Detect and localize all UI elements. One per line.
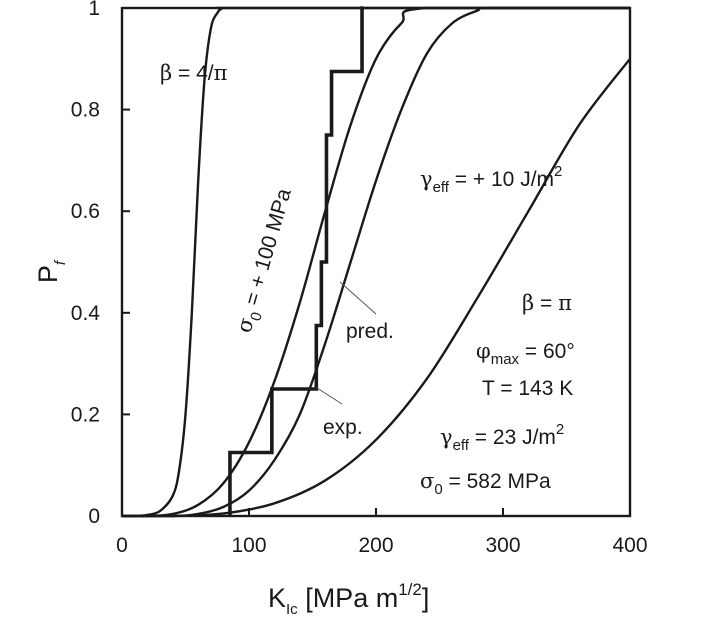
y-tick-label: 0.6 xyxy=(71,200,100,223)
pred-label: pred. xyxy=(346,320,394,343)
x-tick-label: 100 xyxy=(231,534,266,557)
x-tick-label: 400 xyxy=(612,534,647,557)
x-tick-label: 300 xyxy=(485,534,520,557)
pred-leader-line xyxy=(339,281,377,315)
param-sigma0: σ0 = 582 MPa xyxy=(420,469,551,498)
param-gamma-eff: γeff = 23 J/m2 xyxy=(440,421,564,454)
series-sigma0-plus-100 xyxy=(121,6,630,518)
y-tick-label: 1 xyxy=(88,0,100,20)
exp-leader-line xyxy=(316,387,343,405)
sigma-curve-label: σ0 = + 100 MPa xyxy=(232,185,301,336)
exp-label: exp. xyxy=(323,416,363,439)
param-temperature: T = 143 K xyxy=(482,377,573,400)
series-experimental xyxy=(228,6,364,516)
beta-curve-label: β = 4/π xyxy=(160,61,228,85)
y-tick-label: 0 xyxy=(88,505,100,528)
param-beta: β = π xyxy=(522,291,572,315)
y-tick-label: 0.8 xyxy=(71,99,100,122)
y-tick-label: 0.2 xyxy=(71,403,100,426)
series-gamma-eff-plus-10 xyxy=(121,58,631,518)
param-phi-max: φmax = 60° xyxy=(476,339,575,368)
axis-tick-labels: 0 100 200 300 400 0 0.2 0.4 0.6 0.8 1 xyxy=(71,0,648,557)
y-tick-label: 0.4 xyxy=(71,302,101,325)
x-tick-label: 200 xyxy=(358,534,393,557)
x-axis-title: KIc [MPa m1/2] xyxy=(268,580,429,618)
axis-ticks xyxy=(121,7,631,517)
y-axis-title: Pf xyxy=(33,259,69,283)
x-tick-label: 0 xyxy=(116,534,128,557)
series-predicted xyxy=(121,6,630,518)
gamma-curve-label: γeff = + 10 J/m2 xyxy=(420,163,562,196)
